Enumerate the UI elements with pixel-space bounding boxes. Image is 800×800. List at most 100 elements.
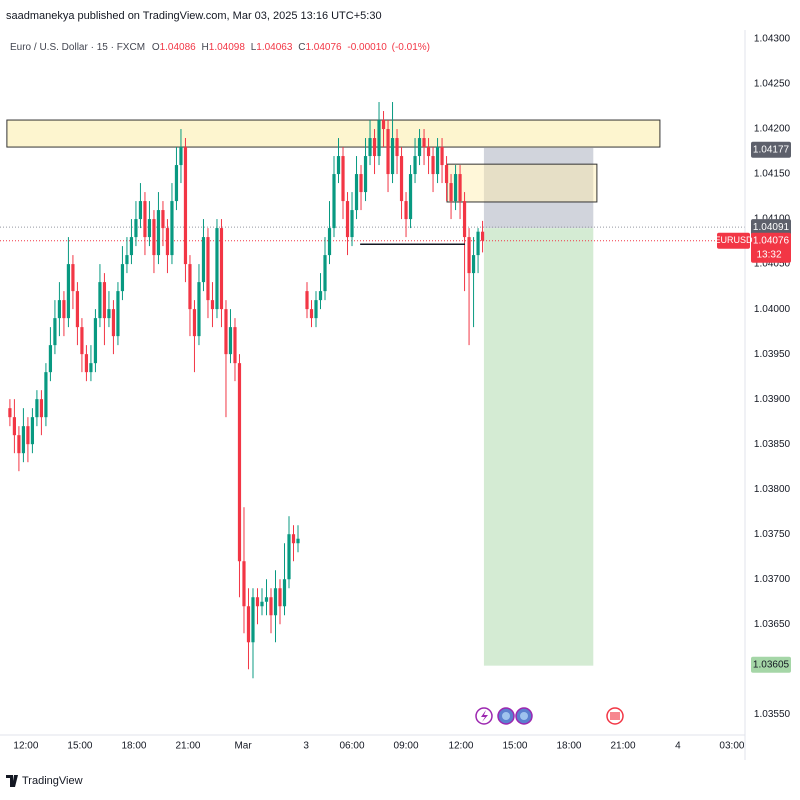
candle-body [246,606,251,643]
candle-body [26,426,30,445]
candle-body [174,165,179,202]
candle-body [89,363,93,373]
candle-body [71,264,75,292]
price-tag-label: 1.03605 [753,659,790,670]
price-tag-countdown: 13:32 [756,249,781,260]
candle-body [399,156,404,202]
candle-body [237,363,242,562]
candle-body [381,120,386,130]
x-tick-label: 15:00 [67,741,92,752]
y-tick-label: 1.03750 [754,529,791,540]
price-tag [751,141,791,158]
candle-body [314,300,318,319]
event-icon-glyph [610,712,620,720]
event-icon-glyph [520,712,528,720]
candle-body [327,228,332,256]
candle-body [93,318,98,364]
candle-body [201,237,206,283]
candle-body [107,309,111,319]
candle-body [431,156,435,175]
y-tick-label: 1.04000 [754,304,791,315]
candle-body [408,174,413,220]
candle-body [228,327,233,355]
y-tick-label: 1.03950 [754,349,791,360]
candle-body [134,219,138,238]
candle-body [350,210,354,238]
candle-body [458,174,462,202]
zone [6,119,661,148]
candle-body [291,534,296,544]
event-icon-glyph [481,710,488,722]
candle-body [462,201,467,238]
candle-body [440,147,444,166]
y-tick-label: 1.03650 [754,619,791,630]
candle-body [242,561,246,607]
x-tick-label: Mar [234,741,252,752]
candle-body [287,534,291,580]
legend-l: L [251,42,257,53]
candle-body [273,588,278,616]
candle-body [219,228,224,310]
candle-body [12,417,17,436]
legend-low: 1.04063 [256,42,293,53]
candle-body [278,588,282,607]
x-tick-label: 12:00 [448,741,473,752]
candle-body [183,147,188,265]
y-tick-label: 1.03700 [754,574,791,585]
candle-body [197,282,201,337]
candle-body [66,264,71,319]
candle-body [161,210,165,229]
y-tick-label: 1.04300 [754,34,791,45]
symbol-tag-label: EURUSD [714,235,753,245]
event-icons [475,707,624,725]
candle-body [449,183,453,202]
candle-body [80,327,84,355]
candle-body [120,264,125,292]
candle-body [170,201,174,256]
candle-body [251,597,255,643]
zone [446,163,598,203]
candle-body [39,399,44,418]
candle-body [129,237,134,256]
x-tick-label: 09:00 [394,741,419,752]
x-tick-label: 21:00 [175,741,200,752]
candle-body [467,237,471,274]
y-tick-label: 1.04050 [754,259,791,270]
x-tick-label: 03:00 [719,741,744,752]
legend-change: -0.00010 [347,42,387,53]
y-tick-label: 1.03900 [754,394,791,405]
candle-body [84,354,89,373]
candle-body [156,210,161,256]
candle-body [269,597,273,616]
candle-body [264,597,269,602]
price-tag-label: 1.04091 [753,222,790,233]
candle-body [390,138,395,175]
candle-body [62,300,66,319]
legend-close: 1.04076 [305,42,342,53]
x-tick-label: 3 [303,741,309,752]
y-tick-label: 1.03850 [754,439,791,450]
candle-body [296,538,300,544]
symbol-tag [717,232,750,249]
candle-body [359,174,363,193]
candle-body [138,201,143,220]
price-tag-label: 1.04177 [753,144,790,155]
candle-body [192,309,197,337]
legend-high: 1.04098 [209,42,246,53]
price-tag [751,219,791,236]
y-tick-label: 1.04250 [754,79,791,90]
candle-body [102,282,107,319]
candle-body [48,345,53,373]
candle-body [111,309,116,337]
legend-symbol: Euro / U.S. Dollar · 15 · FXCM [10,42,145,53]
candle-body [453,174,458,202]
plot-area [0,102,745,679]
publish-header: saadmanekya published on TradingView.com… [6,10,382,22]
price-tag-label: 1.04076 [753,235,790,246]
candle-body [476,231,480,256]
candle-body [30,417,35,445]
candle-body [368,138,372,157]
candle-body [224,309,228,355]
candle-body [98,282,102,319]
candle-body [341,156,345,202]
